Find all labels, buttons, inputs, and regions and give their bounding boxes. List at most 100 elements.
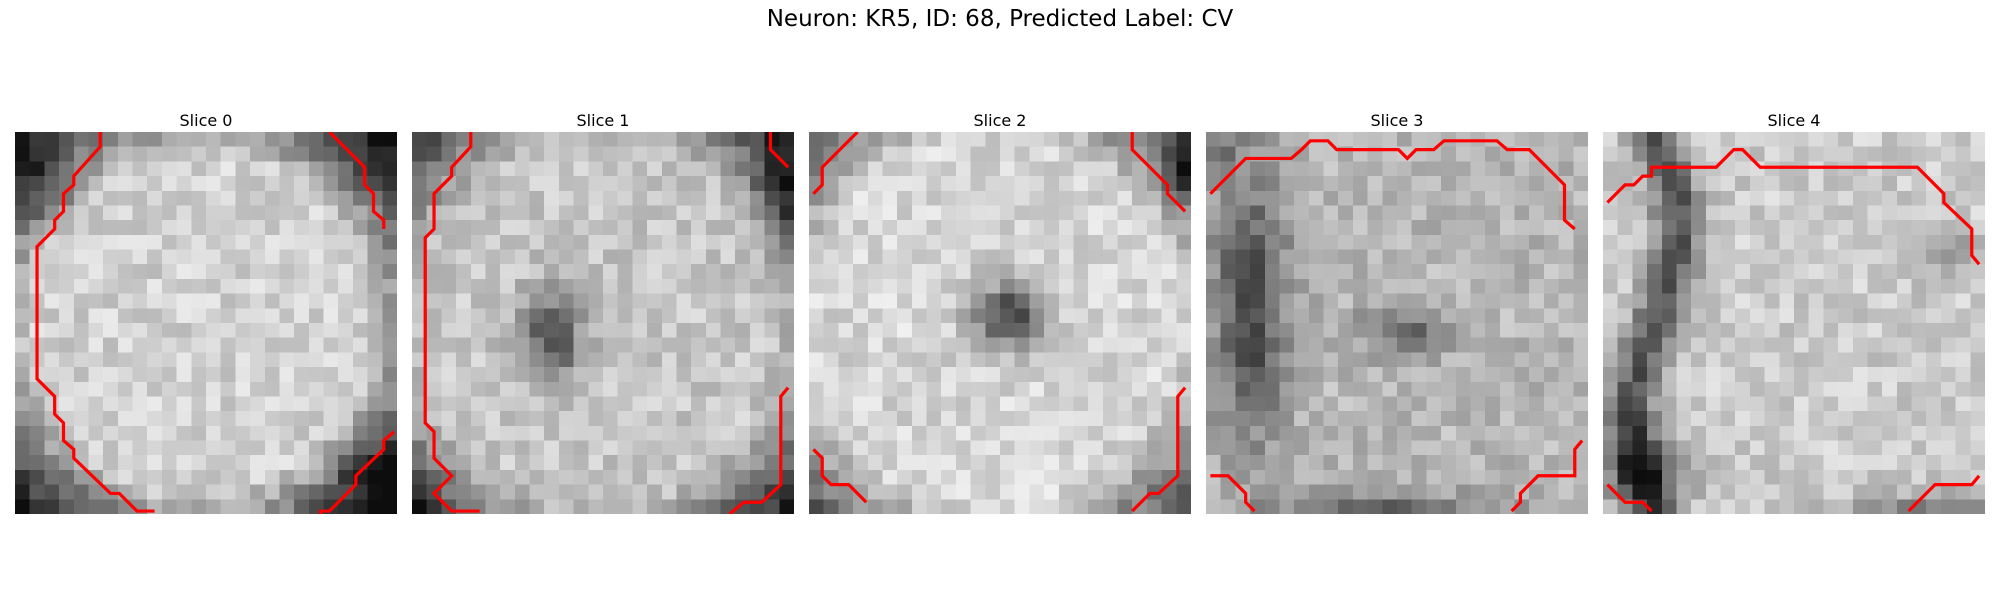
image-pixel bbox=[779, 235, 794, 250]
image-pixel bbox=[1529, 367, 1544, 382]
image-pixel bbox=[1250, 396, 1265, 411]
image-pixel bbox=[544, 308, 559, 323]
image-pixel bbox=[1867, 338, 1882, 353]
image-pixel bbox=[1735, 352, 1750, 367]
image-pixel bbox=[588, 411, 603, 426]
image-pixel bbox=[647, 441, 662, 456]
image-pixel bbox=[1765, 411, 1780, 426]
image-pixel bbox=[1618, 161, 1633, 176]
image-pixel bbox=[279, 485, 294, 500]
image-pixel bbox=[441, 250, 456, 265]
image-pixel bbox=[1721, 396, 1736, 411]
image-pixel bbox=[206, 308, 221, 323]
image-pixel bbox=[294, 161, 309, 176]
image-pixel bbox=[279, 426, 294, 441]
image-pixel bbox=[1088, 264, 1103, 279]
image-pixel bbox=[191, 250, 206, 265]
image-pixel bbox=[1779, 441, 1794, 456]
image-pixel bbox=[1426, 279, 1441, 294]
image-pixel bbox=[1353, 470, 1368, 485]
image-pixel bbox=[191, 411, 206, 426]
image-pixel bbox=[897, 294, 912, 309]
image-pixel bbox=[485, 264, 500, 279]
image-pixel bbox=[1941, 235, 1956, 250]
image-pixel bbox=[1662, 396, 1677, 411]
image-pixel bbox=[1515, 352, 1530, 367]
image-pixel bbox=[927, 455, 942, 470]
image-pixel bbox=[1294, 338, 1309, 353]
image-pixel bbox=[530, 367, 545, 382]
image-pixel bbox=[1000, 250, 1015, 265]
image-pixel bbox=[235, 147, 250, 162]
image-pixel bbox=[15, 176, 30, 191]
image-pixel bbox=[265, 132, 280, 147]
image-pixel bbox=[1368, 426, 1383, 441]
image-pixel bbox=[647, 235, 662, 250]
image-pixel bbox=[809, 279, 824, 294]
image-pixel bbox=[279, 220, 294, 235]
image-pixel bbox=[485, 279, 500, 294]
image-pixel bbox=[1235, 455, 1250, 470]
image-pixel bbox=[1956, 455, 1971, 470]
image-pixel bbox=[191, 205, 206, 220]
image-pixel bbox=[1853, 426, 1868, 441]
image-pixel bbox=[1250, 338, 1265, 353]
image-pixel bbox=[1368, 485, 1383, 500]
image-pixel bbox=[1456, 485, 1471, 500]
image-pixel bbox=[691, 396, 706, 411]
image-pixel bbox=[1721, 455, 1736, 470]
image-pixel bbox=[485, 382, 500, 397]
image-pixel bbox=[88, 176, 103, 191]
image-pixel bbox=[1368, 411, 1383, 426]
image-pixel bbox=[324, 279, 339, 294]
image-pixel bbox=[1485, 323, 1500, 338]
image-pixel bbox=[927, 235, 942, 250]
image-pixel bbox=[1073, 294, 1088, 309]
image-pixel bbox=[676, 485, 691, 500]
image-pixel bbox=[1235, 338, 1250, 353]
image-pixel bbox=[1382, 161, 1397, 176]
image-pixel bbox=[1059, 485, 1074, 500]
image-pixel bbox=[1765, 396, 1780, 411]
image-pixel bbox=[1279, 176, 1294, 191]
image-pixel bbox=[427, 470, 442, 485]
image-pixel bbox=[1029, 470, 1044, 485]
image-pixel bbox=[1721, 220, 1736, 235]
image-pixel bbox=[1015, 294, 1030, 309]
image-pixel bbox=[809, 411, 824, 426]
image-pixel bbox=[1000, 382, 1015, 397]
image-pixel bbox=[15, 220, 30, 235]
image-pixel bbox=[44, 264, 59, 279]
image-pixel bbox=[1044, 176, 1059, 191]
image-pixel bbox=[103, 279, 118, 294]
image-pixel bbox=[441, 396, 456, 411]
image-pixel bbox=[1221, 499, 1236, 514]
image-pixel bbox=[1691, 191, 1706, 206]
image-pixel bbox=[162, 323, 177, 338]
image-pixel bbox=[647, 308, 662, 323]
image-pixel bbox=[1838, 323, 1853, 338]
image-pixel bbox=[368, 426, 383, 441]
image-pixel bbox=[1544, 323, 1559, 338]
image-pixel bbox=[294, 235, 309, 250]
image-pixel bbox=[1912, 367, 1927, 382]
image-pixel bbox=[1015, 279, 1030, 294]
image-pixel bbox=[515, 411, 530, 426]
image-pixel bbox=[1573, 396, 1588, 411]
image-pixel bbox=[544, 411, 559, 426]
image-pixel bbox=[1206, 250, 1221, 265]
image-pixel bbox=[1279, 382, 1294, 397]
image-pixel bbox=[250, 147, 265, 162]
image-pixel bbox=[162, 470, 177, 485]
image-pixel bbox=[1721, 499, 1736, 514]
image-pixel bbox=[353, 279, 368, 294]
image-pixel bbox=[1573, 338, 1588, 353]
image-pixel bbox=[750, 352, 765, 367]
image-pixel bbox=[1235, 264, 1250, 279]
image-pixel bbox=[706, 205, 721, 220]
image-pixel bbox=[294, 396, 309, 411]
image-pixel bbox=[177, 161, 192, 176]
image-pixel bbox=[882, 411, 897, 426]
image-pixel bbox=[1221, 338, 1236, 353]
image-pixel bbox=[530, 161, 545, 176]
